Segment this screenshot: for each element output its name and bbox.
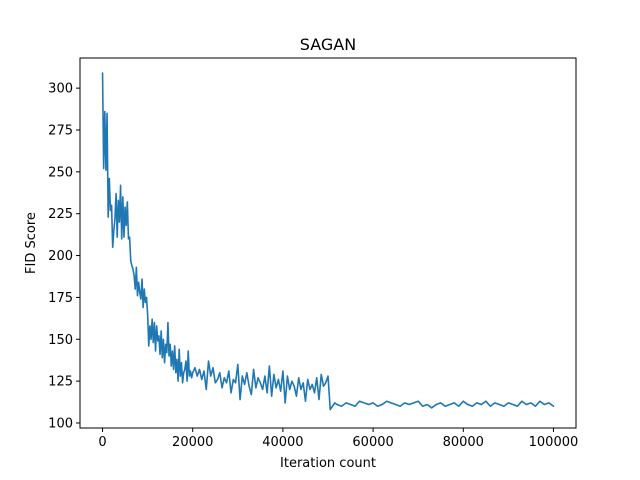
y-axis-label: FID Score [24, 212, 39, 274]
x-tick-label: 100000 [529, 435, 579, 450]
plot-lines [101, 72, 555, 411]
y-tick-label: 250 [48, 165, 73, 180]
y-tick-label: 225 [48, 207, 73, 222]
y-tick-label: 100 [48, 416, 73, 431]
x-tick-label: 0 [98, 435, 106, 450]
series-line-0 [101, 72, 555, 411]
y-axis-ticks: 100 125 150 175 200 225 250 275 300 [48, 82, 80, 431]
y-tick-label: 175 [48, 291, 73, 306]
y-tick-label: 125 [48, 375, 73, 390]
x-axis-ticks: 0 20000 40000 60000 80000 100000 [98, 428, 578, 450]
x-tick-label: 40000 [262, 435, 303, 450]
y-tick-label: 150 [48, 333, 73, 348]
x-tick-label: 20000 [172, 435, 213, 450]
y-tick-label: 300 [48, 82, 73, 97]
y-tick-label: 200 [48, 249, 73, 264]
x-axis-label: Iteration count [280, 456, 376, 471]
x-tick-label: 80000 [443, 435, 484, 450]
chart-title: SAGAN [300, 35, 356, 54]
plot-frame [79, 57, 577, 429]
y-tick-label: 275 [48, 123, 73, 138]
x-tick-label: 60000 [352, 435, 393, 450]
